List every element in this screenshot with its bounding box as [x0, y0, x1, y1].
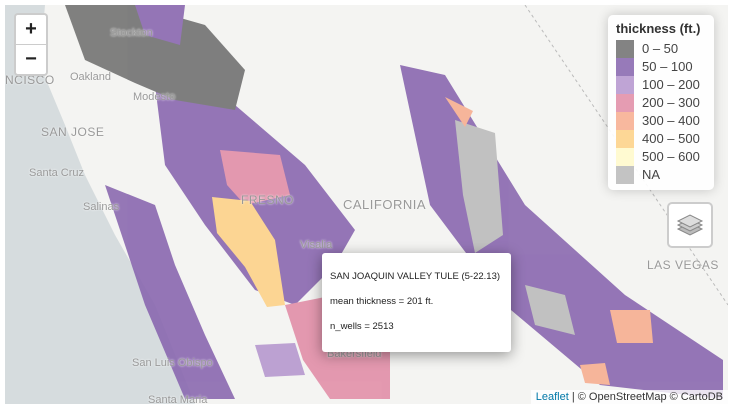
place-label: LAS VEGAS: [647, 258, 719, 272]
place-label: Salinas: [83, 201, 120, 213]
aquifer: [105, 185, 235, 399]
legend-label: 500 – 600: [642, 149, 700, 164]
legend-item: NA: [616, 166, 706, 184]
place-label: San Luis Obispo: [132, 357, 213, 369]
aquifers: [65, 5, 723, 399]
legend-swatch: [616, 130, 634, 148]
place-label: FRESNO: [241, 193, 295, 207]
legend-swatch: [616, 148, 634, 166]
legend-label: 0 – 50: [642, 41, 679, 56]
popup-line: mean thickness = 201 ft.: [330, 296, 434, 307]
legend-swatch: [616, 94, 634, 112]
legend-swatch: [616, 112, 634, 130]
legend-item: 100 – 200: [616, 76, 706, 94]
legend-item: 0 – 50: [616, 40, 706, 58]
attribution: Leaflet | © OpenStreetMap © CartoDB: [530, 390, 728, 404]
aquifer: [212, 197, 285, 307]
legend-swatch: [616, 40, 634, 58]
legend-swatch: [616, 58, 634, 76]
legend: thickness (ft.) 0 – 50 50 – 100 100 – 200 2…: [608, 15, 714, 190]
legend-item: 400 – 500: [616, 130, 706, 148]
legend-label: 100 – 200: [642, 77, 700, 92]
aquifer: [220, 150, 290, 205]
place-label: Santa Cruz: [29, 167, 85, 179]
legend-item: 200 – 300: [616, 94, 706, 112]
legend-label: 400 – 500: [642, 131, 700, 146]
popup: SAN JOAQUIN VALLEY TULE (5-22.13) mean t…: [322, 253, 511, 352]
zoom-in[interactable]: +: [16, 15, 46, 45]
legend-item: 50 – 100: [616, 58, 706, 76]
place-label: NCISCO: [5, 73, 55, 87]
aquifer: [255, 343, 305, 377]
legend-label: 200 – 300: [642, 95, 700, 110]
place-label: Santa Maria: [148, 394, 208, 404]
aquifer: [135, 5, 185, 45]
aquifer: [580, 363, 610, 385]
map-layer: [5, 5, 728, 404]
legend-items: 0 – 50 50 – 100 100 – 200 200 – 300 300 – 40…: [616, 40, 706, 184]
aquifer: [455, 120, 503, 253]
legend-label: 50 – 100: [642, 59, 693, 74]
aquifer: [445, 97, 473, 127]
layers-icon: [676, 214, 704, 236]
attribution-text: | © OpenStreetMap © CartoDB: [571, 391, 723, 403]
legend-swatch: [616, 76, 634, 94]
place-label: Visalia: [300, 239, 333, 251]
popup-title: SAN JOAQUIN VALLEY TULE (5-22.13): [330, 271, 501, 282]
legend-swatch: [616, 166, 634, 184]
aquifer: [65, 5, 245, 110]
legend-title: thickness (ft.): [616, 21, 701, 36]
place-label: Modesto: [133, 91, 176, 103]
aquifer: [525, 285, 575, 335]
leaflet-link[interactable]: Leaflet: [535, 391, 569, 403]
map[interactable]: NCISCO Oakland Stockton Modesto SAN JOSE…: [5, 5, 728, 404]
legend-label: NA: [642, 167, 661, 182]
zoom-control: + −: [14, 13, 48, 76]
place-label: Stockton: [110, 27, 153, 39]
aquifer: [610, 310, 653, 343]
legend-label: 300 – 400: [642, 113, 700, 128]
place-label: CALIFORNIA: [343, 197, 427, 212]
legend-item: 500 – 600: [616, 148, 706, 166]
place-label: SAN JOSE: [41, 125, 105, 139]
place-label: Oakland: [70, 71, 111, 83]
layers-button[interactable]: [667, 202, 713, 248]
legend-item: 300 – 400: [616, 112, 706, 130]
zoom-out[interactable]: −: [25, 48, 37, 70]
popup-line: n_wells = 2513: [330, 321, 394, 332]
